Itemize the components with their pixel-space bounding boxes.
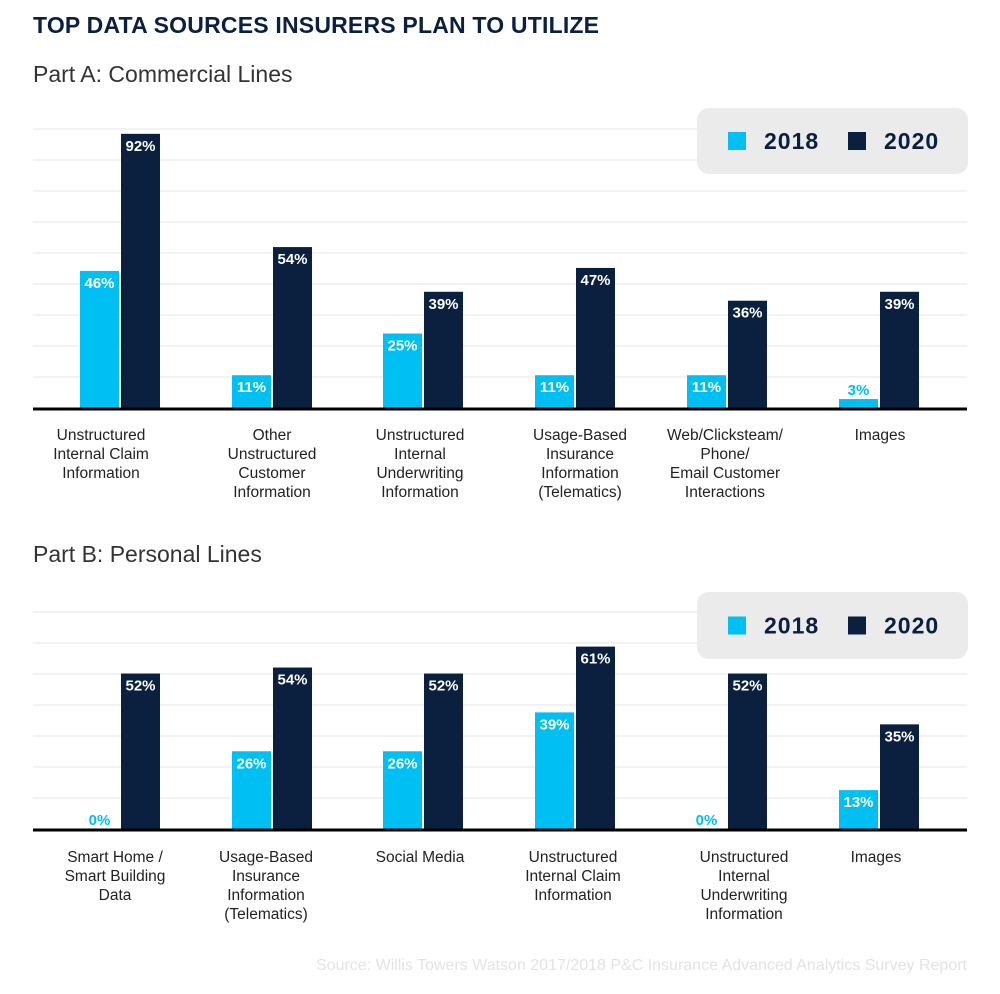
bar-2018-1 [80,270,119,408]
category-label-5: Web/Clicksteam/Phone/Email Customer Inter… [667,427,784,501]
legend-label-2020: 2020 [884,613,939,639]
bar-2018-2 [232,751,271,829]
value-label-2020-4: 61% [580,651,610,668]
legend-label-2018: 2018 [764,613,819,639]
value-label-2018-4: 39% [539,716,569,733]
value-label-2020-1: 52% [125,678,155,695]
value-label-2018-2: 11% [237,379,266,396]
bar-2020-1 [121,673,160,829]
series-2020: 52% 54% 52% 61% 52% 35% [121,646,919,829]
value-label-2018-3: 26% [387,755,417,772]
bar-2018-5 [687,375,726,408]
bar-2020-6 [880,291,919,408]
bar-2018-3 [383,333,422,408]
bar-2020-1 [121,133,160,408]
bar-2020-5 [728,300,767,408]
category-label-2: Other Unstructured Customer Information [228,427,317,501]
series-2018: 46% 11% 25% 11% 11% 3% [80,270,878,408]
legend-swatch-2020 [848,616,866,635]
series-2018: 0% 26% 26% 39% 0% 13% [89,712,878,829]
value-label-2020-2: 54% [277,672,307,689]
category-label-4: Usage-Based Insurance Information (Telemati… [533,427,627,501]
value-label-2018-1: 0% [89,812,111,829]
category-labels: Smart Home / Smart Building Data Usage-Base… [65,849,902,923]
category-label-4: Unstructured Internal Claim Information [525,849,621,904]
value-label-2020-1: 92% [125,138,155,155]
category-label-1: Unstructured Internal Claim Information [53,427,149,482]
category-label-3: Social Media [376,849,465,866]
bar-2020-2 [273,667,312,829]
category-labels: Unstructured Internal Claim Information Oth… [53,427,905,501]
legend-label-2020: 2020 [884,128,939,154]
category-label-2: Usage-Based Insurance Information (Telemati… [219,849,313,923]
category-label-5: Unstructured Internal Underwriting Informat… [700,849,789,923]
value-label-2020-5: 52% [732,678,762,695]
value-label-2020-6: 35% [884,728,914,745]
part-b-title: Part B: Personal Lines [33,541,262,567]
category-label-1: Smart Home / Smart Building Data [65,849,166,904]
bar-2020-6 [880,724,919,829]
category-label-6: Images [851,849,902,866]
legend-box [697,108,968,174]
value-label-2018-1: 46% [84,275,114,292]
value-label-2018-3: 25% [387,338,417,355]
legend-swatch-2018 [728,616,746,635]
bar-2020-3 [424,673,463,829]
bar-2018-4 [535,712,574,829]
chart-main-title: TOP DATA SOURCES INSURERS PLAN TO UTILIZ… [33,12,600,38]
value-label-2018-6: 13% [843,794,873,811]
bar-2018-6 [839,790,878,829]
value-label-2020-3: 52% [428,678,458,695]
value-label-2018-5: 0% [696,812,718,829]
value-label-2020-5: 36% [732,305,762,322]
value-label-2020-3: 39% [428,296,458,313]
bar-2020-3 [424,291,463,408]
category-label-6: Images [855,427,906,444]
value-label-2020-2: 54% [277,251,307,268]
value-label-2018-6: 3% [848,382,870,399]
bar-2018-6 [839,399,878,408]
value-label-2020-6: 39% [884,296,914,313]
bar-2020-4 [576,267,615,408]
legend-swatch-2018 [728,132,746,150]
bar-2018-4 [535,375,574,408]
value-label-2020-4: 47% [580,272,610,289]
legend-label-2018: 2018 [764,128,819,154]
category-label-3: Unstructured Internal Underwriting Informat… [376,427,465,501]
bar-2020-4 [576,646,615,829]
value-label-2018-2: 26% [236,755,266,772]
bar-2018-3 [383,751,422,829]
bar-2020-5 [728,673,767,829]
legend: 2018 2020 [697,108,968,174]
series-2020: 92% 54% 39% 47% 36% 39% [121,133,919,408]
value-label-2018-5: 11% [692,379,721,396]
legend: 2018 2020 [697,592,968,659]
part-a-title: Part A: Commercial Lines [33,61,293,87]
legend-swatch-2020 [848,132,866,150]
legend-box [697,592,968,659]
value-label-2018-4: 11% [540,379,569,396]
bar-2020-2 [273,247,312,408]
source-note: Source: Willis Towers Watson 2017/2018 P… [316,957,967,974]
bar-2018-2 [232,375,271,408]
